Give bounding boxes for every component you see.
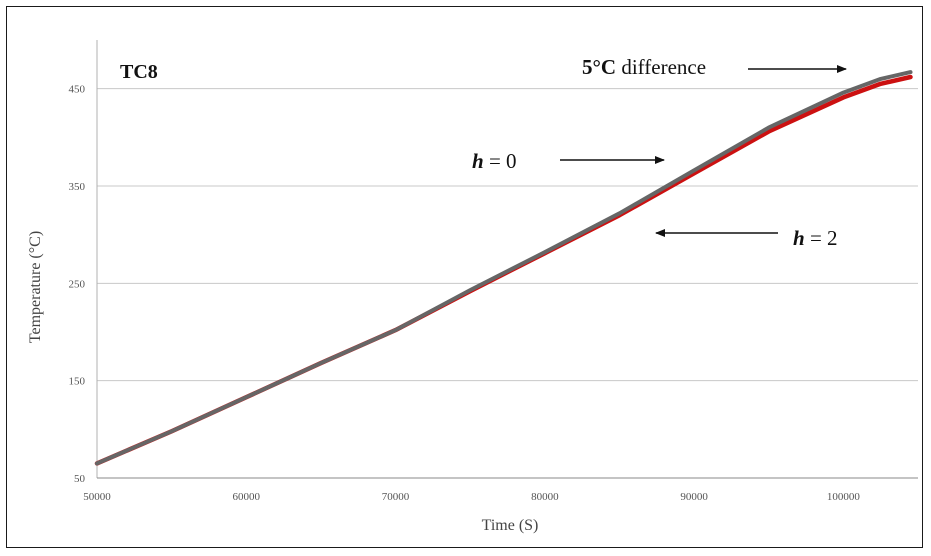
panel-label: TC8: [120, 61, 158, 83]
y-tick-label: 50: [74, 473, 86, 485]
y-tick-label: 150: [69, 376, 86, 388]
y-axis-title: Temperature (°C): [27, 231, 44, 343]
chart-frame: [6, 6, 923, 548]
x-tick-label: 60000: [233, 491, 261, 503]
x-tick-label: 50000: [83, 491, 111, 503]
annotation-h2-bold: h: [793, 226, 805, 250]
y-tick-label: 450: [69, 84, 86, 96]
annotation-h2-rest: = 2: [805, 226, 838, 250]
series-line-h2: [94, 74, 913, 466]
x-axis-title: Time (S): [482, 517, 539, 534]
x-tick-label: 70000: [382, 491, 410, 503]
series-line-h0: [95, 70, 913, 466]
annotation-h2: h = 2: [793, 226, 838, 250]
annotation-5c-bold: 5°C: [582, 55, 616, 79]
annotation-h0-bold: h: [472, 149, 484, 173]
annotation-h0-rest: = 0: [484, 149, 517, 173]
x-tick-label: 90000: [680, 491, 708, 503]
y-tick-label: 350: [69, 181, 86, 193]
x-tick-label: 100000: [827, 491, 861, 503]
x-tick-label: 80000: [531, 491, 559, 503]
annotation-5c-difference: 5°C difference: [582, 55, 706, 79]
annotation-5c-rest: difference: [616, 55, 706, 79]
annotation-h0: h = 0: [472, 149, 517, 173]
y-tick-label: 250: [69, 278, 86, 290]
